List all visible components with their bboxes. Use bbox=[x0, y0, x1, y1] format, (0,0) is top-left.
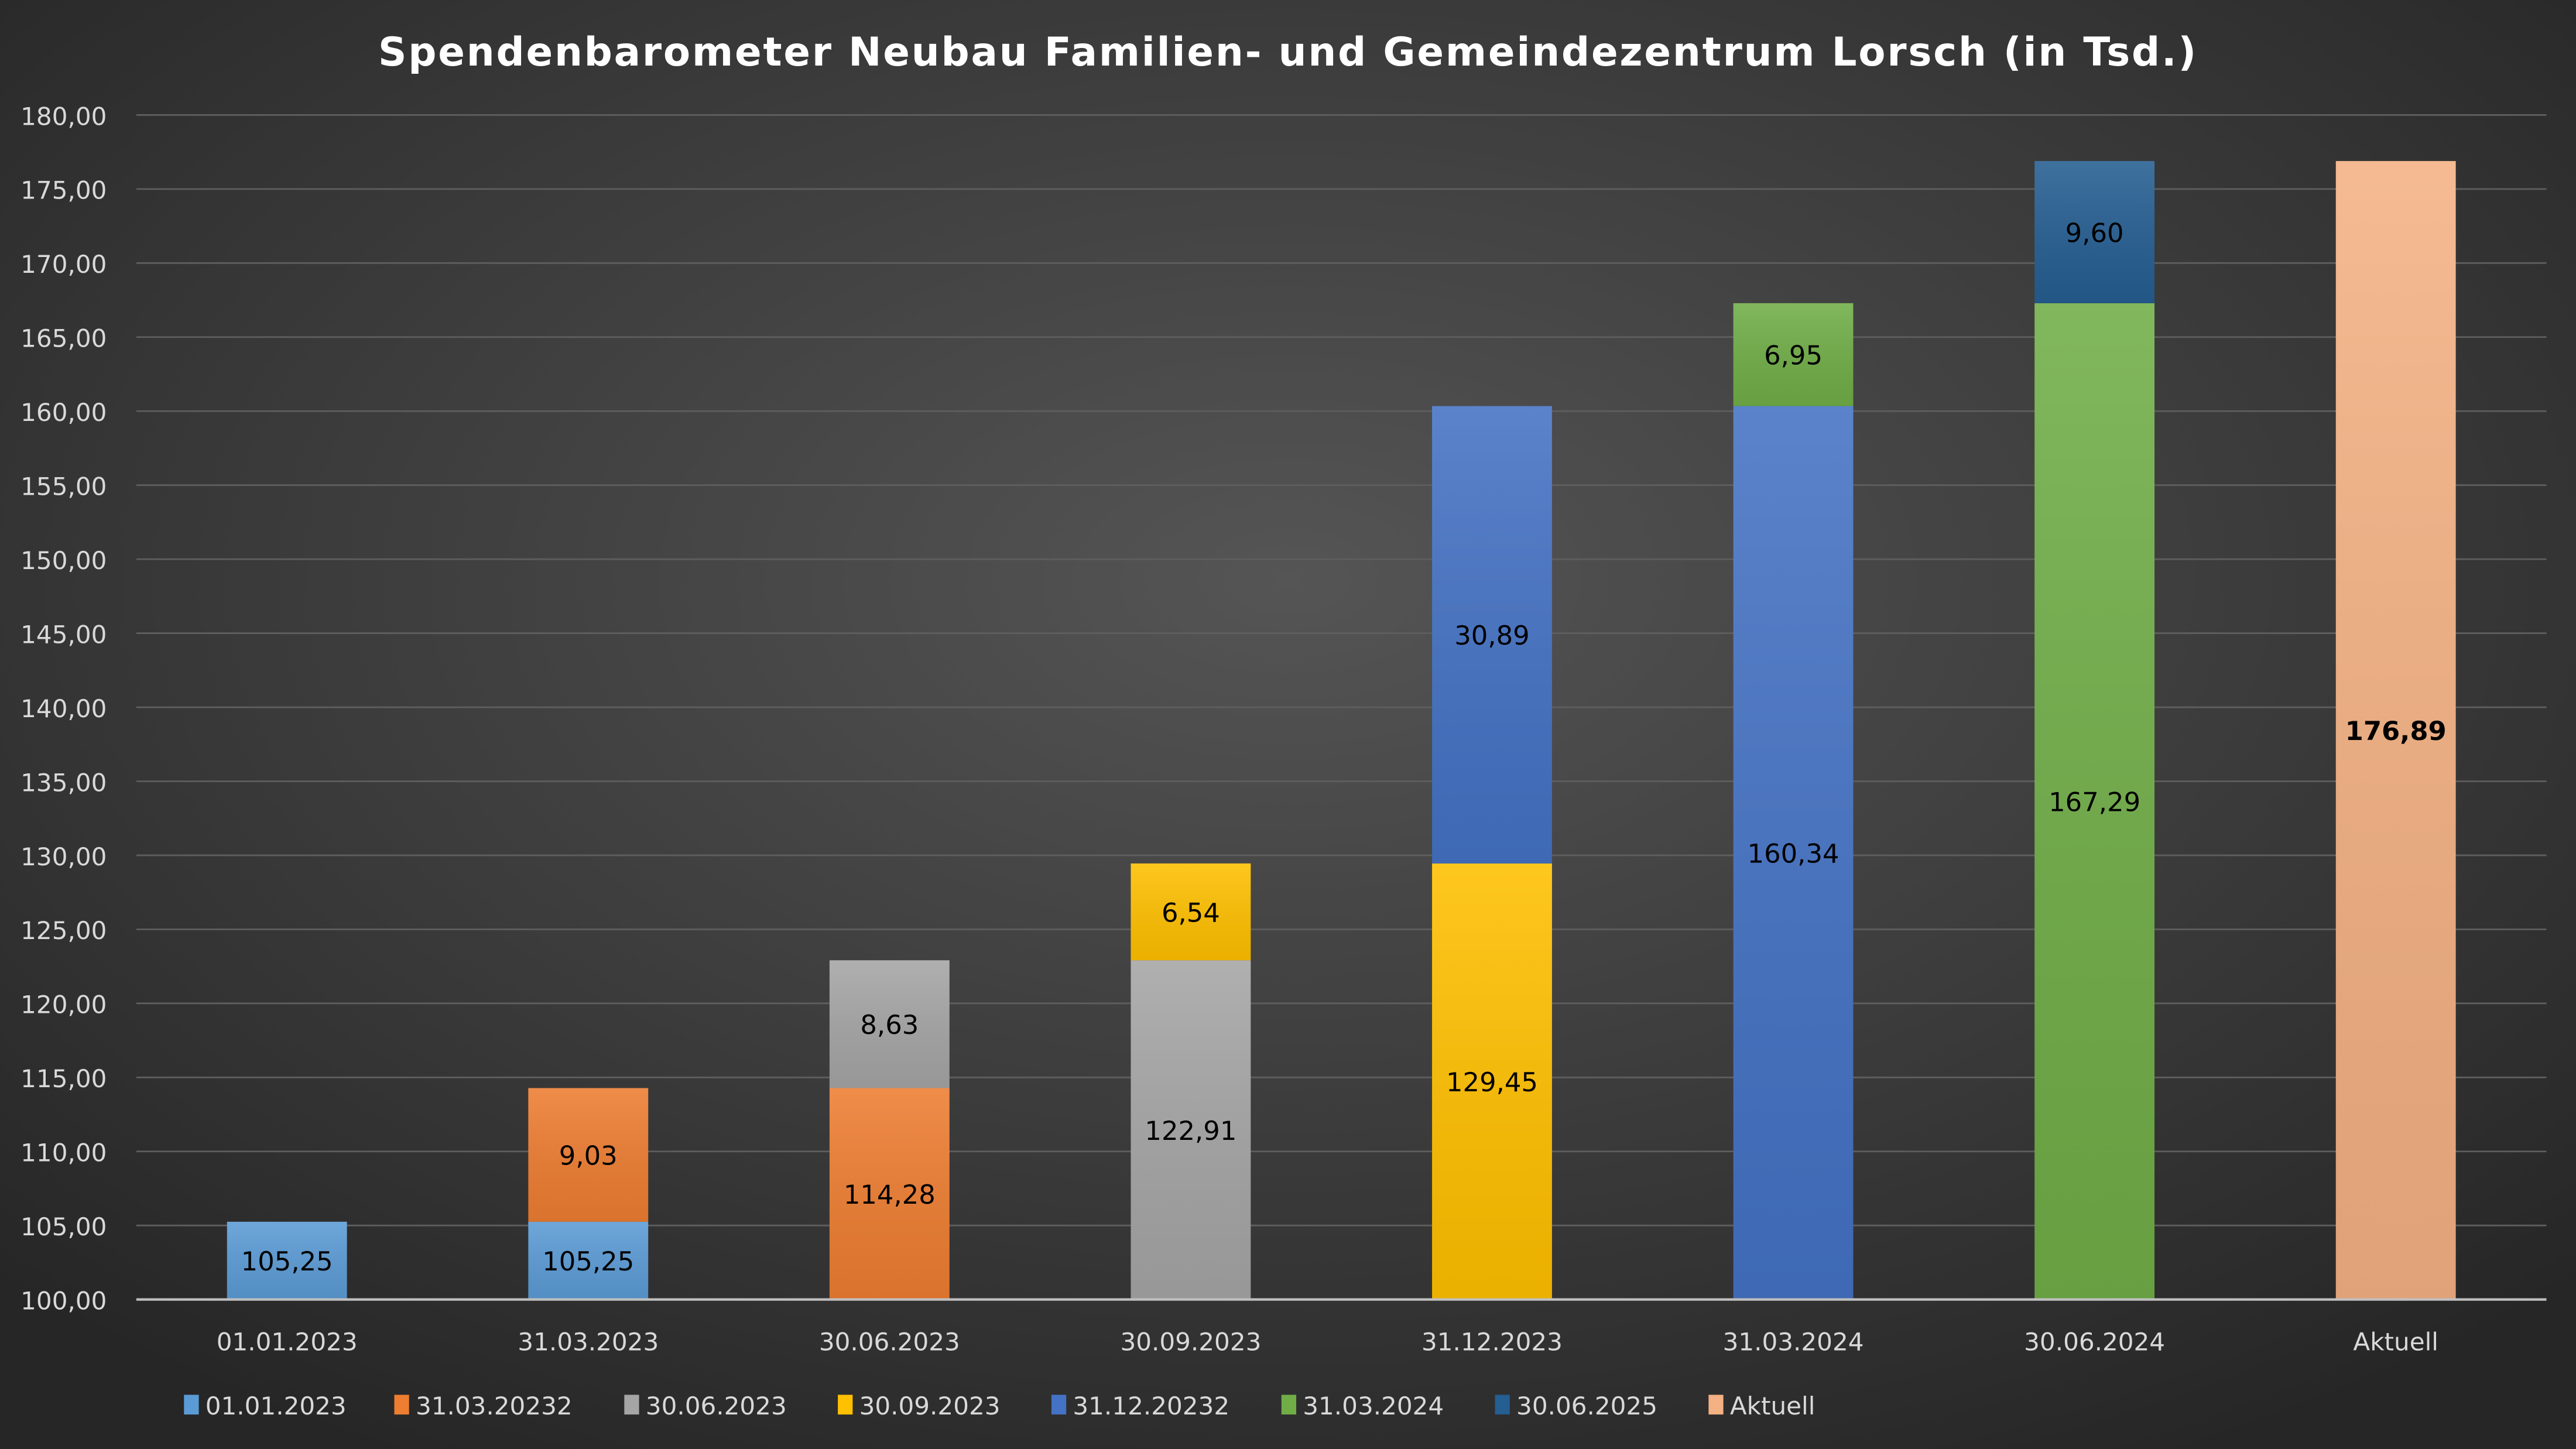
data-label: 129,45 bbox=[1446, 1067, 1538, 1098]
x-tick-label: 31.12.2023 bbox=[1421, 1328, 1563, 1356]
x-tick-label: Aktuell bbox=[2353, 1328, 2438, 1356]
data-label: 167,29 bbox=[2049, 787, 2140, 818]
bar-stack: 105,25 9,03 bbox=[528, 1088, 649, 1300]
bar-segment-shade bbox=[1733, 406, 1854, 1300]
legend-label: 30.06.2025 bbox=[1516, 1392, 1657, 1420]
data-label: 6,95 bbox=[1764, 340, 1823, 371]
legend-swatch bbox=[624, 1395, 639, 1415]
y-tick-label: 125,00 bbox=[20, 916, 107, 945]
bar-segment-shade bbox=[1432, 863, 1552, 1300]
legend-label: Aktuell bbox=[1730, 1392, 1815, 1420]
legend-swatch bbox=[184, 1395, 199, 1415]
data-label: 114,28 bbox=[844, 1179, 936, 1210]
data-label: 105,25 bbox=[542, 1246, 634, 1277]
legend-swatch bbox=[394, 1395, 409, 1415]
legend-label: 30.09.2023 bbox=[859, 1392, 1001, 1420]
bar-stack: 105,25 bbox=[227, 1221, 347, 1300]
bar-stack: 129,45 30,89 bbox=[1432, 406, 1552, 1300]
bar-stack: 122,91 6,54 bbox=[1131, 863, 1251, 1300]
y-tick-label: 110,00 bbox=[20, 1139, 107, 1167]
legend-item: 31.12.20232 bbox=[1051, 1392, 1229, 1420]
y-tick-label: 145,00 bbox=[20, 620, 107, 649]
y-tick-label: 120,00 bbox=[20, 991, 107, 1019]
bar-stack: 160,34 6,95 bbox=[1733, 303, 1854, 1300]
x-tick-label: 30.06.2024 bbox=[2024, 1328, 2165, 1356]
y-tick-label: 100,00 bbox=[20, 1286, 107, 1315]
bar-segment-shade bbox=[1131, 960, 1251, 1300]
y-tick-label: 160,00 bbox=[20, 398, 107, 427]
x-axis-ticks: 01.01.2023 31.03.2023 30.06.2023 30.09.2023… bbox=[217, 1328, 2438, 1356]
data-label: 176,89 bbox=[2345, 715, 2447, 746]
data-label: 30,89 bbox=[1454, 620, 1529, 651]
data-label: 9,60 bbox=[2065, 217, 2124, 248]
x-tick-label: 01.01.2023 bbox=[217, 1328, 358, 1356]
bar-segment-shade bbox=[528, 1088, 649, 1222]
bar-segment-shade bbox=[2034, 161, 2155, 303]
legend-label: 31.03.2024 bbox=[1303, 1392, 1444, 1420]
y-tick-label: 175,00 bbox=[20, 176, 107, 205]
x-tick-label: 31.03.2023 bbox=[518, 1328, 659, 1356]
legend-swatch bbox=[1051, 1395, 1067, 1415]
legend-item: 01.01.2023 bbox=[184, 1392, 347, 1420]
legend-label: 31.03.20232 bbox=[416, 1392, 573, 1420]
legend-swatch bbox=[1708, 1395, 1724, 1415]
legend-label: 30.06.2023 bbox=[646, 1392, 787, 1420]
legend-label: 31.12.20232 bbox=[1073, 1392, 1229, 1420]
data-label: 8,63 bbox=[860, 1009, 919, 1040]
legend-swatch bbox=[1281, 1395, 1297, 1415]
bars: 105,25 105,25 9,03 114,28 8,63 122,91 6,54 129,… bbox=[227, 161, 2456, 1300]
y-tick-label: 130,00 bbox=[20, 842, 107, 871]
y-tick-label: 150,00 bbox=[20, 546, 107, 575]
y-tick-label: 170,00 bbox=[20, 250, 107, 279]
legend-item: 30.09.2023 bbox=[838, 1392, 1001, 1420]
bar-segment-shade bbox=[829, 960, 950, 1088]
bar-segment-shade bbox=[1733, 303, 1854, 406]
data-label: 6,54 bbox=[1162, 897, 1220, 928]
bar-segment-shade bbox=[1131, 863, 1251, 961]
y-tick-label: 155,00 bbox=[20, 472, 107, 501]
y-tick-label: 140,00 bbox=[20, 694, 107, 723]
y-tick-label: 105,00 bbox=[20, 1212, 107, 1241]
y-tick-label: 135,00 bbox=[20, 768, 107, 797]
y-tick-label: 165,00 bbox=[20, 324, 107, 353]
bar-segment-shade bbox=[528, 1221, 649, 1300]
legend: 01.01.2023 31.03.20232 30.06.2023 30.09.202… bbox=[184, 1392, 1815, 1420]
bar-segment-shade bbox=[2034, 303, 2155, 1300]
bar-segment-shade bbox=[227, 1221, 347, 1300]
legend-item: 30.06.2025 bbox=[1495, 1392, 1657, 1420]
bar-segment-shade bbox=[1432, 406, 1552, 864]
x-tick-label: 31.03.2024 bbox=[1723, 1328, 1864, 1356]
x-tick-label: 30.09.2023 bbox=[1120, 1328, 1261, 1356]
y-tick-label: 180,00 bbox=[20, 102, 107, 131]
bar-segment-shade bbox=[829, 1088, 950, 1300]
bar-stack: 167,29 9,60 bbox=[2034, 161, 2155, 1300]
data-label: 160,34 bbox=[1748, 838, 1839, 869]
legend-item: 31.03.2024 bbox=[1281, 1392, 1444, 1420]
data-label: 122,91 bbox=[1145, 1115, 1236, 1146]
legend-item: 31.03.20232 bbox=[394, 1392, 573, 1420]
legend-label: 01.01.2023 bbox=[205, 1392, 347, 1420]
bar-segment-shade bbox=[2335, 161, 2456, 1300]
y-axis-ticks: 100,00 105,00 110,00 115,00 120,00 125,00 130,… bbox=[20, 102, 107, 1315]
x-tick-label: 30.06.2023 bbox=[819, 1328, 960, 1356]
data-label: 105,25 bbox=[241, 1246, 333, 1277]
chart-title: Spendenbarometer Neubau Familien- und Ge… bbox=[378, 29, 2198, 75]
bar-stack: 114,28 8,63 bbox=[829, 960, 950, 1300]
legend-item: Aktuell bbox=[1708, 1392, 1815, 1420]
legend-swatch bbox=[1495, 1395, 1510, 1415]
data-label: 9,03 bbox=[559, 1140, 618, 1171]
y-tick-label: 115,00 bbox=[20, 1064, 107, 1093]
bar-stack: 176,89 bbox=[2335, 161, 2456, 1300]
legend-swatch bbox=[838, 1395, 853, 1415]
legend-item: 30.06.2023 bbox=[624, 1392, 787, 1420]
